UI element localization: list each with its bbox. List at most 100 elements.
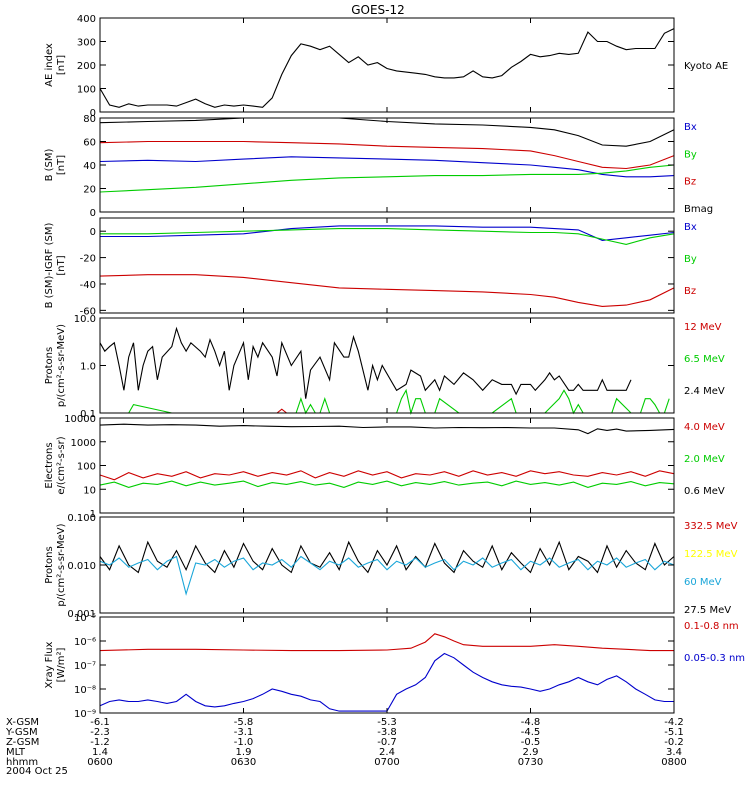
series-line-bx [100, 225, 675, 241]
series-line-12-mev [276, 408, 287, 414]
legend-entry: By [684, 149, 697, 160]
series-line-0-1-0-8-nm [99, 633, 674, 652]
y-tick-label: 10⁻⁵ [74, 613, 96, 624]
x-tick-label: -5.3 [377, 717, 397, 728]
x-axis-row-label: hhmm [6, 757, 38, 768]
y-tick-label: -60 [80, 306, 96, 317]
y-axis-label: Electrons [44, 442, 55, 488]
series-line-bmag [99, 117, 675, 147]
panel-protons_high: 0.001 0.010 0.100 Protons p/(cm²-s-sr-MeV) 33… [44, 513, 738, 620]
x-tick-label: -0.2 [664, 737, 684, 748]
y-tick-label: 100 [77, 85, 96, 96]
legend-entry: 122.5 MeV [684, 549, 738, 560]
panel-electrons: 1 10 100 1000 10000 Electrons e/(cm²-s-sr) 4.0 … [44, 414, 725, 520]
series-line-0-05-0-3-nm [99, 652, 674, 712]
x-tick-label: -1.2 [90, 737, 110, 748]
series-line-kyoto-ae [99, 28, 675, 108]
x-tick-label: -3.8 [377, 727, 397, 738]
y-tick-label: 400 [77, 14, 96, 25]
y-axis-label: B (SM) [44, 148, 55, 181]
y-axis-label: e/(cm²-s-sr) [56, 436, 67, 494]
x-axis-labels: X-GSM -6.1 -5.8 -5.3 -4.8 -4.2 Y-GSM -2.3 -3.1 -3… [5, 717, 687, 768]
y-tick-label: 300 [77, 38, 96, 49]
y-tick-label: 1.0 [80, 362, 96, 373]
x-axis-row-label: X-GSM [6, 717, 39, 728]
panel-b_sm: 0 20 40 60 80 B (SM) [nT] Bx By Bz Bmag [44, 114, 713, 219]
date-label: 2004 Oct 25 [6, 766, 68, 777]
series-line-4-0-mev [99, 470, 675, 481]
legend-entry: 332.5 MeV [684, 521, 738, 532]
legend-entry: 60 MeV [684, 577, 722, 588]
y-tick-label: 20 [83, 185, 96, 196]
panels: 0 100 200 300 400 AE index [nT] Kyoto AE 0 20 40 60… [44, 14, 745, 720]
legend-entry: 2.4 MeV [684, 386, 725, 397]
legend-entry: Bz [684, 177, 696, 188]
series-line-by [99, 164, 675, 193]
y-tick-label: 80 [83, 114, 96, 125]
x-tick-label: 0800 [661, 757, 686, 768]
x-tick-label: -3.1 [234, 727, 254, 738]
y-axis-label: p/(cm²-s-sr-MeV) [56, 324, 67, 407]
y-tick-label: 0 [90, 208, 96, 219]
y-tick-label: 40 [83, 161, 96, 172]
y-axis-label: B (SM)-IGRF (SM) [44, 223, 55, 309]
y-axis-label: p/(cm²-s-sr-MeV) [56, 523, 67, 606]
x-tick-label: 2.9 [523, 747, 539, 758]
panel-frame [99, 417, 675, 514]
y-axis-label: Xray Flux [44, 641, 55, 688]
x-tick-label: -2.3 [90, 727, 110, 738]
y-tick-label: 0.001 [67, 609, 96, 620]
panel-protons_low: 0.1 1.0 10.0 Protons p/(cm²-s-sr-MeV) 12 MeV 6… [44, 314, 725, 420]
y-tick-label: 10⁻⁷ [74, 661, 96, 672]
series-line-bx [99, 156, 675, 178]
x-tick-label: -1.0 [234, 737, 254, 748]
x-axis-row-label: MLT [6, 747, 26, 758]
y-tick-label: 10000 [64, 414, 96, 425]
series-line-bz [99, 140, 675, 170]
y-tick-label: -20 [80, 254, 96, 265]
legend-entry: 6.5 MeV [684, 354, 725, 365]
y-tick-label: 10⁻⁶ [74, 637, 96, 648]
x-tick-label: -4.5 [521, 727, 541, 738]
y-tick-label: 0.100 [67, 513, 96, 524]
y-axis-label: AE index [44, 43, 55, 87]
x-tick-label: 0630 [231, 757, 256, 768]
legend-entry: 0.1-0.8 nm [684, 621, 739, 632]
legend-entry: 0.6 MeV [684, 486, 725, 497]
series-line-0-6-mev [99, 423, 675, 435]
x-tick-label: 0700 [374, 757, 399, 768]
x-tick-label: -6.1 [90, 717, 110, 728]
legend-entry: 4.0 MeV [684, 422, 725, 433]
series-line-6-5-mev [128, 388, 670, 416]
x-tick-label: 0600 [87, 757, 112, 768]
y-tick-label: 0 [90, 108, 96, 119]
legend-entry: Bmag [684, 204, 713, 215]
x-tick-label: -0.7 [377, 737, 397, 748]
y-tick-label: 10.0 [74, 314, 96, 325]
x-tick-label: 2.4 [379, 747, 395, 758]
legend-entry: Bx [684, 122, 697, 133]
y-tick-label: 0.010 [67, 561, 96, 572]
series-line-27-5-mev [99, 540, 675, 574]
legend-entry: 0.05-0.3 nm [684, 653, 745, 664]
y-tick-label: 200 [77, 61, 96, 72]
panel-frame [99, 616, 675, 714]
y-tick-label: 100 [77, 462, 96, 473]
x-tick-label: 1.9 [236, 747, 252, 758]
x-tick-label: -0.5 [521, 737, 541, 748]
panel-b_minus_igrf: -60 -40 -20 0 B (SM)-IGRF (SM) [nT] Bx By Bz [44, 217, 697, 317]
y-tick-label: 10⁻⁸ [74, 685, 96, 696]
y-axis-label: [nT] [56, 55, 67, 75]
series-line-60-mev [99, 555, 675, 596]
y-axis-label: Protons [44, 546, 55, 583]
y-axis-label: [W/m²] [56, 647, 67, 682]
x-tick-label: 1.4 [92, 747, 108, 758]
y-tick-label: 1 [90, 509, 96, 520]
y-tick-label: 60 [83, 138, 96, 149]
legend-entry: Kyoto AE [684, 61, 728, 72]
series-line-2-4-mev [99, 326, 632, 399]
x-tick-label: 3.4 [666, 747, 682, 758]
legend-entry: By [684, 254, 697, 265]
y-tick-label: 10 [83, 485, 96, 496]
y-tick-label: 1000 [71, 438, 96, 449]
